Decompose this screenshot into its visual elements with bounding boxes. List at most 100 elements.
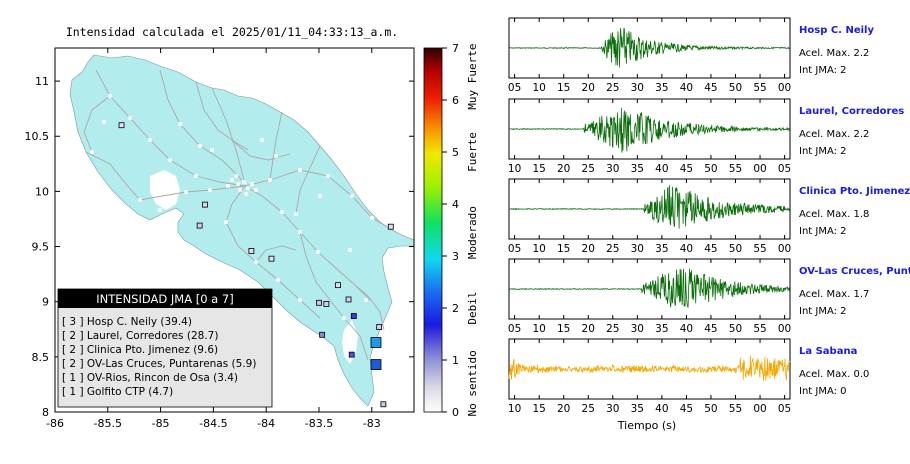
legend-item: [ 2 ] Clinica Pto. Jimenez (9.6) [62,344,218,356]
map-y-tick-label: 9 [42,296,49,309]
colorbar-gradient [423,47,443,413]
seismogram-jma-int: Int JMA: 2 [799,65,847,76]
station-marker [202,201,208,208]
intensity-map: -86 -85.5 -85 -84.5 -84 -83.5 -83 11 10.5 10 9.5 9… [25,47,415,430]
seismogram-panel: 10 15 20 25 30 35 40 45 50 55 00 05 Laurel, Corredor… [508,98,904,175]
town-marker [342,316,346,320]
road [85,151,141,201]
seismogram-tick-label: 00 [778,82,791,94]
seismogram-tick-label: 40 [680,323,693,335]
station-marker [323,301,330,307]
town-marker [158,208,162,212]
station-marker [118,122,125,129]
colorbar-tick-label: 7 [452,42,459,55]
town-marker [208,188,212,192]
colorbar-tick-label: 1 [452,354,459,367]
seismogram-station-name: Hosp C. Neily [799,25,874,36]
station-marker [196,222,203,229]
town-marker [224,220,228,224]
town-marker [364,298,368,302]
seismogram-jma-int: Int JMA: 2 [799,226,847,237]
map-x-axis: -86 -85.5 -85 -84.5 -84 -83.5 -83 [46,48,381,430]
town-markers [90,94,374,320]
seismogram-tick-label: 05 [508,82,521,94]
seismogram-tick-label: 55 [753,243,766,255]
town-marker [168,158,172,162]
town-marker [316,250,320,254]
seismogram-tick-label: 15 [532,163,545,175]
seismogram-tick-label: 30 [631,243,644,255]
seismogram-acel-max: Acel. Max. 2.2 [799,129,869,140]
road [231,139,291,161]
town-marker [244,192,248,196]
town-marker [294,212,298,216]
town-marker [246,186,250,190]
town-marker [238,188,242,192]
seismogram-station-name: La Sabana [799,346,857,357]
town-marker [250,182,254,186]
map-frame [54,47,415,413]
town-marker [348,248,352,252]
town-marker [148,138,152,142]
seismogram-waveform [509,27,791,68]
seismogram-tick-label: 00 [753,163,766,175]
seismogram-tick-label: 50 [704,163,717,175]
town-marker [254,260,258,264]
map-x-tick-label: -84 [257,417,275,430]
seismogram-waveform [508,185,791,229]
map-x-tick-label: -85.5 [94,417,122,430]
map-y-tick-label: 8 [42,406,49,419]
seismogram-tick-label: 55 [753,323,766,335]
seismogram-tick-label: 45 [704,323,717,335]
legend-box [57,288,273,408]
colorbar-tick-label: 4 [452,198,459,211]
seismogram-tick-label: 55 [729,163,742,175]
colorbar-category-label: No sentido [466,350,479,416]
seismogram-tick-label: 55 [729,403,742,415]
station-marker [380,401,387,408]
seismogram-tick-label: 30 [631,82,644,94]
seismogram-tick-label: 10 [508,403,521,415]
colorbar-tick-label: 6 [452,94,459,107]
station-marker [370,337,382,348]
station-marker [376,324,383,330]
seismogram-tick-label: 10 [532,243,545,255]
town-marker [226,184,230,188]
seismogram-tick-label: 00 [753,403,766,415]
town-marker [260,138,264,142]
station-marker [348,351,355,358]
seismogram-waveform [508,355,791,381]
colorbar-category-label: Muy Fuerte [466,43,479,109]
seismogram-tick-label: 25 [606,323,619,335]
map-y-tick-label: 8.5 [32,351,50,364]
seismogram-tick-label: 35 [631,403,644,415]
town-marker [298,168,302,172]
station-marker [248,248,255,254]
legend-item: [ 3 ] Hosp C. Neily (39.4) [62,316,192,328]
seismogram-station-name: Clinica Pto. Jimenez [799,186,910,197]
town-marker [194,174,198,178]
seismogram-tick-label: 25 [606,82,619,94]
town-marker [210,148,214,152]
seismogram-tick-label: 35 [655,82,668,94]
road [195,81,249,151]
seismogram-tick-label: 10 [532,323,545,335]
intensity-colorbar: 0 1 2 3 4 5 6 7 No sentido Debil Moderado Fuerte Mu… [423,42,479,419]
town-marker [318,194,322,198]
road [83,95,111,153]
town-marker [138,198,142,202]
town-marker [350,194,354,198]
seismogram-tick-label: 05 [778,163,791,175]
station-marker [370,359,382,370]
seismogram-tick-label: 10 [508,163,521,175]
map-y-tick-label: 10.5 [25,130,50,143]
seismogram-waveform [508,107,791,153]
seismogram-tick-label: 10 [532,82,545,94]
seismogram-tick-label: 20 [582,82,595,94]
seismogram-tick-label: 45 [680,163,693,175]
seismogram-acel-max: Acel. Max. 1.8 [799,209,869,220]
station-marker [319,331,326,338]
seismogram-station-name: Laurel, Corredores [799,106,904,117]
seismogram-tick-label: 15 [557,82,570,94]
